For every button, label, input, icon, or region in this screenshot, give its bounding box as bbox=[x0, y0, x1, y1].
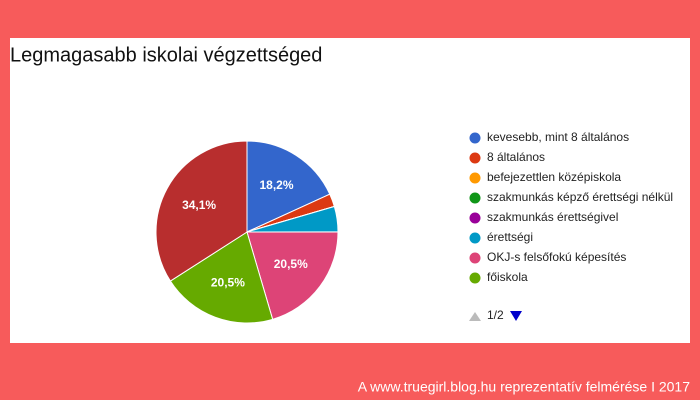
footer: A www.truegirl.blog.hu reprezentatív fel… bbox=[358, 379, 691, 395]
pie-slice bbox=[169, 231, 274, 324]
legend-marker bbox=[469, 172, 481, 184]
legend-marker bbox=[469, 132, 481, 144]
legend-label: főiskola bbox=[487, 270, 528, 284]
legend-label: kevesebb, mint 8 általános bbox=[487, 130, 629, 144]
slice-label: 20,5% bbox=[211, 275, 245, 289]
legend-marker bbox=[469, 152, 481, 164]
pie-slice bbox=[155, 140, 248, 282]
legend-label: befejezettlen középiskola bbox=[487, 170, 621, 184]
chart-panel bbox=[10, 38, 690, 343]
legend-marker bbox=[469, 232, 481, 244]
slice-label: 18,2% bbox=[260, 178, 294, 192]
legend-label: OKJ-s felsőfokú képesítés bbox=[487, 250, 626, 264]
legend-label: szakmunkás képző érettségi nélkül bbox=[487, 190, 673, 204]
legend-label: szakmunkás érettségivel bbox=[487, 210, 618, 224]
legend-marker bbox=[469, 192, 481, 204]
chart-title: Legmagasabb iskolai végzettséged bbox=[10, 44, 322, 66]
slice-label: 20,5% bbox=[274, 257, 308, 271]
legend-marker bbox=[469, 272, 481, 284]
legend-marker bbox=[469, 252, 481, 264]
slice-label: 34,1% bbox=[182, 198, 216, 212]
pie-slice bbox=[246, 140, 331, 233]
legend-prev[interactable] bbox=[469, 312, 481, 321]
legend-next[interactable] bbox=[510, 311, 522, 321]
legend-label: 8 általános bbox=[487, 150, 545, 164]
legend-label: érettségi bbox=[487, 230, 533, 244]
legend-page: 1/2 bbox=[487, 308, 504, 322]
pie-slice bbox=[246, 231, 339, 320]
legend-marker bbox=[469, 212, 481, 224]
